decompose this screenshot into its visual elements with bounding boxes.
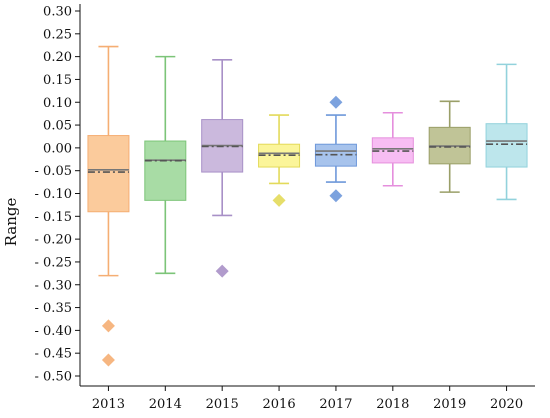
y-tick-label: - 0.35 xyxy=(35,301,72,316)
x-axis-ticks: 2013 2014 2015 2016 2017 2018 2019 2020 xyxy=(92,386,523,412)
x-tick-label-2019: 2019 xyxy=(433,397,466,412)
iqr-box xyxy=(144,140,187,201)
y-axis-ticks: - 0.50 - 0.45 - 0.40 - 0.35 - 0.30 - 0.25 - 0.… xyxy=(35,5,80,385)
outlier-point xyxy=(101,319,115,333)
y-tick-label: 0.20 xyxy=(43,50,72,65)
y-tick-label: 0.30 xyxy=(43,5,72,20)
y-tick-label: 0.10 xyxy=(43,96,72,111)
y-tick-label: 0.00 xyxy=(43,141,72,156)
box-2015 xyxy=(201,59,244,278)
box-2016 xyxy=(258,114,301,207)
box-2014 xyxy=(144,55,187,275)
y-tick-label: - 0.30 xyxy=(35,278,72,293)
x-tick-label-2013: 2013 xyxy=(92,397,125,412)
box-2013 xyxy=(87,45,130,367)
outlier-point xyxy=(329,189,343,203)
iqr-box xyxy=(485,123,528,168)
x-tick-label-2018: 2018 xyxy=(376,397,409,412)
y-tick-label: - 0.40 xyxy=(35,324,72,339)
y-tick-label: - 0.50 xyxy=(35,370,72,385)
y-tick-label: - 0.45 xyxy=(35,347,72,362)
box-2019 xyxy=(428,100,471,193)
x-tick-label-2017: 2017 xyxy=(319,397,352,412)
y-tick-label: 0.05 xyxy=(43,119,72,134)
x-tick-label-2015: 2015 xyxy=(206,397,239,412)
y-tick-label: 0.25 xyxy=(43,27,72,42)
y-tick-label: - 0.10 xyxy=(35,187,72,202)
y-tick-label: - 0.25 xyxy=(35,255,72,270)
box-2020 xyxy=(485,63,528,201)
y-tick-label: - 0.15 xyxy=(35,210,72,225)
y-tick-label: 0.15 xyxy=(43,73,72,88)
y-tick-label: - 0.05 xyxy=(35,164,72,179)
box-plot-series xyxy=(87,45,528,367)
x-tick-label-2020: 2020 xyxy=(490,397,523,412)
outlier-point xyxy=(329,95,343,109)
box-2017 xyxy=(314,95,357,203)
x-tick-label-2016: 2016 xyxy=(263,397,296,412)
y-axis-title: Range xyxy=(2,198,20,247)
outlier-point xyxy=(101,353,115,367)
iqr-box xyxy=(87,135,130,213)
y-tick-label: - 0.20 xyxy=(35,233,72,248)
box-2018 xyxy=(371,111,414,187)
outlier-point xyxy=(215,264,229,278)
outlier-point xyxy=(272,193,286,207)
x-tick-label-2014: 2014 xyxy=(149,397,182,412)
